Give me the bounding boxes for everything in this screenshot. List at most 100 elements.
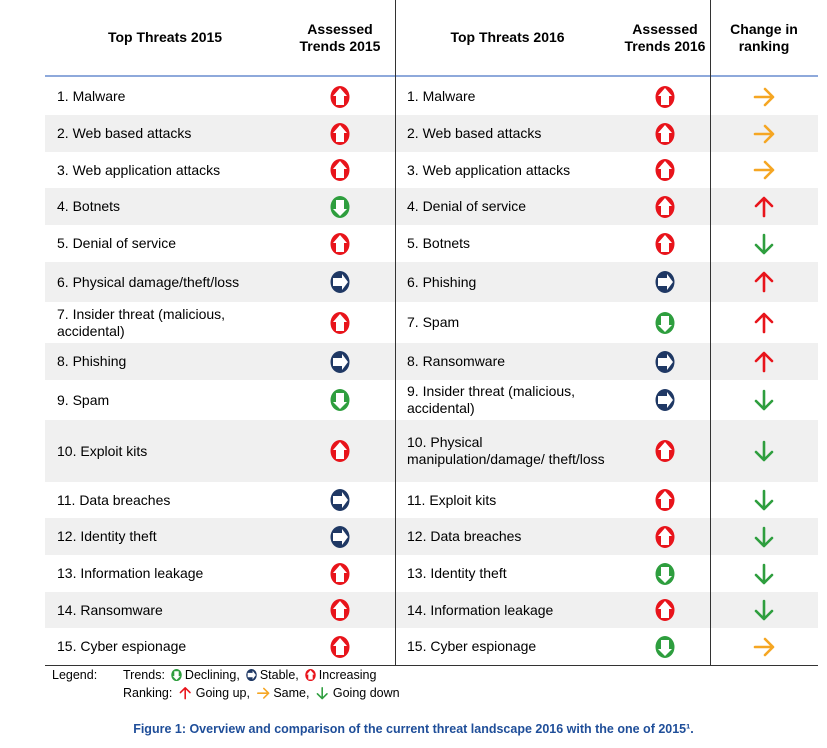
ranking-cell — [710, 518, 818, 555]
threat-name: 11. Exploit kits — [407, 491, 497, 508]
ranking-arrow — [754, 440, 774, 462]
row-shade — [45, 188, 818, 225]
trend-icon — [330, 122, 350, 145]
column-header: Top Threats 2016 — [450, 29, 565, 45]
ranking-cell — [710, 302, 818, 343]
ranking-cell — [710, 152, 818, 188]
ranking-arrow — [754, 196, 774, 217]
trend-cell — [620, 555, 710, 592]
ranking-arrow — [317, 687, 329, 700]
threat-name: 2. Web based attacks — [407, 125, 542, 141]
trend-cell — [620, 302, 710, 343]
legend-label: Legend: — [52, 668, 98, 682]
ranking-cell — [710, 262, 818, 302]
trend-icon — [655, 85, 675, 108]
ranking-arrow — [754, 351, 774, 372]
ranking-cell — [710, 380, 818, 420]
trend-cell — [620, 188, 710, 225]
trend-cell — [285, 592, 395, 628]
trend-icon — [246, 668, 257, 682]
trend-cell — [620, 592, 710, 628]
trend-icon — [655, 122, 675, 145]
trend-cell — [285, 225, 395, 262]
trend-icon — [330, 311, 350, 334]
ranking-arrow — [754, 489, 774, 511]
trend-cell — [620, 115, 710, 152]
legend-trends: Trends: Declining Stable Increasing — [123, 668, 376, 682]
legend-item: Going up — [196, 686, 253, 700]
trend-icon — [330, 599, 350, 621]
threat-name: 12. Identity theft — [57, 528, 157, 544]
threat-name: 7. Spam — [407, 314, 460, 330]
threat-name: 3. Web application attacks — [407, 161, 571, 178]
threat-name: 9. Insider threat (malicious, accidental… — [407, 383, 576, 416]
ranking-arrow — [754, 312, 774, 333]
threat-name: 15. Cyber espionage — [407, 638, 537, 654]
header-rule — [45, 75, 818, 77]
row-shade — [45, 343, 818, 380]
trend-cell — [285, 188, 395, 225]
ranking-cell — [710, 628, 818, 665]
trend-cell — [285, 555, 395, 592]
trend-icon — [330, 440, 350, 462]
ranking-arrow — [753, 160, 775, 180]
trend-cell — [620, 262, 710, 302]
column-header: Assessed Trends 2015 — [299, 20, 381, 54]
trend-cell — [285, 152, 395, 188]
trend-icon — [330, 489, 350, 511]
trend-cell — [620, 152, 710, 188]
trend-icon — [655, 350, 675, 373]
ranking-arrow — [754, 563, 774, 584]
trend-icon — [655, 525, 675, 548]
row-shade — [45, 262, 818, 302]
threat-name: 15. Cyber espionage — [57, 638, 187, 654]
threat-name: 7. Insider threat (malicious, accidental… — [57, 305, 226, 339]
threat-name: 6. Phishing — [407, 273, 477, 290]
trend-icon — [655, 489, 675, 511]
trend-icon — [305, 668, 316, 682]
threat-name: 12. Data breaches — [407, 528, 522, 544]
figure-caption: Figure 1: Overview and comparison of the… — [133, 722, 694, 736]
column-header: Top Threats 2015 — [107, 29, 223, 45]
threat-name: 14. Information leakage — [407, 601, 554, 618]
ranking-arrow — [754, 526, 774, 547]
legend-heading: Trends: — [123, 668, 165, 682]
row-shade — [45, 420, 818, 482]
trend-cell — [620, 628, 710, 665]
column-divider — [710, 0, 711, 665]
legend-item: Declining — [185, 668, 243, 682]
ranking-arrow — [256, 687, 270, 699]
threat-name: 1. Malware — [57, 88, 126, 104]
legend-item: Increasing — [318, 668, 377, 682]
threat-name: 11. Data breaches — [57, 491, 171, 508]
trend-icon — [655, 195, 675, 218]
trend-cell — [285, 482, 395, 518]
threat-name: 3. Web application attacks — [57, 161, 221, 178]
trend-icon — [655, 440, 675, 462]
ranking-arrow — [754, 271, 774, 293]
table-bottom-rule — [45, 665, 818, 666]
ranking-arrow — [753, 124, 775, 143]
row-shade — [45, 592, 818, 628]
trend-cell — [620, 225, 710, 262]
ranking-cell — [710, 592, 818, 628]
threat-name: 4. Botnets — [57, 198, 121, 214]
legend-heading: Ranking: — [123, 686, 173, 701]
ranking-cell — [710, 555, 818, 592]
ranking-arrow — [753, 87, 775, 106]
trend-icon — [655, 159, 675, 181]
ranking-cell — [710, 188, 818, 225]
trend-cell — [620, 343, 710, 380]
trend-cell — [285, 380, 395, 420]
threat-name: 6. Physical damage/theft/loss — [57, 273, 240, 290]
trend-icon — [655, 271, 675, 293]
trend-icon — [655, 635, 675, 658]
trend-icon — [330, 195, 350, 218]
ranking-arrow — [754, 599, 774, 621]
trend-cell — [285, 115, 395, 152]
trend-icon — [655, 562, 675, 585]
legend-ranking: Ranking: Going up Same Going down — [123, 686, 400, 700]
column-header: Assessed Trends 2016 — [624, 20, 706, 54]
trend-cell — [620, 518, 710, 555]
